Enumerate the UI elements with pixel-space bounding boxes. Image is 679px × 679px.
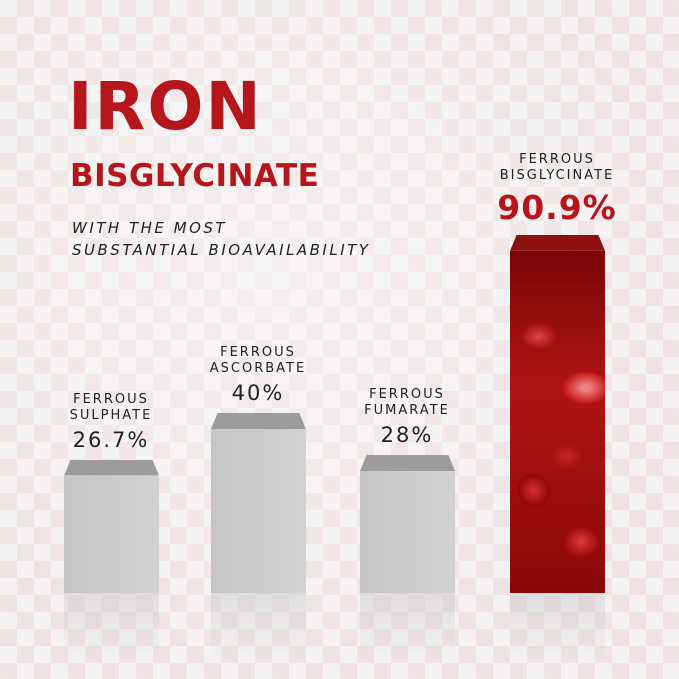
category-label: FERROUS: [220, 345, 296, 360]
category-label: FERROUS: [519, 151, 595, 167]
bar-label-2: FERROUS ASCORBATE 40%: [178, 345, 338, 405]
bar-face: [360, 471, 455, 593]
tagline-line-1: WITH THE MOST: [72, 219, 228, 237]
data-label: 26.7%: [72, 427, 150, 452]
bar-label-1: FERROUS SULPHATE 26.7%: [31, 392, 191, 452]
tagline-line-2: SUBSTANTIAL BIOAVAILABILITY: [72, 241, 371, 259]
tagline: WITH THE MOST SUBSTANTIAL BIOAVAILABILIT…: [72, 217, 370, 261]
bar-cap: [211, 413, 306, 429]
bar-cap: [64, 459, 159, 476]
data-label: 90.9%: [497, 187, 617, 227]
bar-reflection: [211, 593, 306, 663]
category-label: SULPHATE: [69, 407, 153, 423]
bar-label-3: FERROUS FUMARATE 28%: [327, 387, 487, 447]
category-label: BISGLYCINATE: [499, 167, 615, 183]
category-label: ASCORBATE: [209, 361, 307, 376]
category-label: FUMARATE: [364, 403, 450, 418]
bar-1: [64, 459, 159, 593]
bar-reflection: [360, 593, 455, 663]
bar-reflection: [64, 593, 159, 663]
data-label: 40%: [231, 381, 285, 405]
data-label: 28%: [380, 423, 434, 447]
bar-face: [211, 429, 306, 593]
bar-cap: [360, 455, 455, 471]
bar-cap: [510, 234, 605, 251]
bar-label-4: FERROUS BISGLYCINATE 90.9%: [477, 152, 637, 227]
page-title: IRON: [68, 68, 263, 145]
bar-4: [510, 234, 605, 593]
category-label: FERROUS: [369, 387, 445, 402]
page-subtitle: BISGLYCINATE: [70, 158, 320, 194]
bar-2: [211, 413, 306, 593]
bar-3: [360, 455, 455, 593]
bar-reflection: [510, 593, 605, 663]
bar-face: [64, 475, 159, 593]
category-label: FERROUS: [73, 391, 149, 407]
bar-face: [510, 250, 605, 593]
